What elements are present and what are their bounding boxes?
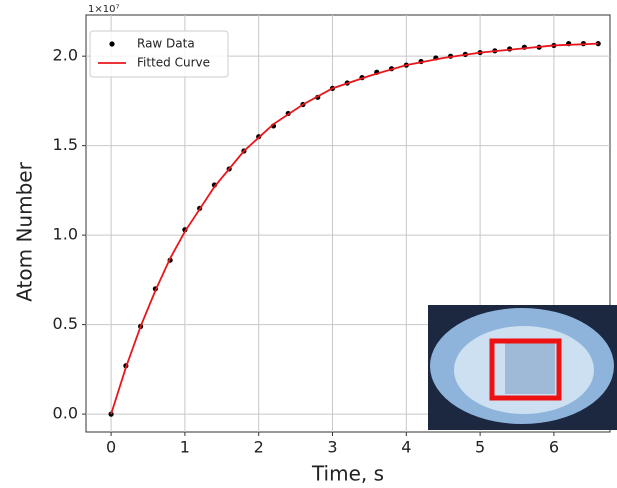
legend-marker bbox=[109, 41, 115, 47]
y-tick-label: 0.5 bbox=[53, 314, 78, 333]
x-axis-label: Time, s bbox=[311, 462, 384, 486]
inset-highlight bbox=[489, 338, 562, 401]
plot-frame bbox=[85, 14, 611, 433]
y-tick-label: 0.0 bbox=[53, 404, 78, 423]
x-tick-label: 3 bbox=[327, 438, 337, 457]
legend: Raw Data Fitted Curve bbox=[89, 30, 229, 78]
offset-label: 1×10⁷ bbox=[88, 4, 119, 15]
x-tick-label: 4 bbox=[401, 438, 411, 457]
inset-chamber bbox=[505, 342, 555, 394]
inset-photo bbox=[428, 305, 617, 430]
x-tick-label: 6 bbox=[549, 438, 559, 457]
y-axis-label: Atom Number bbox=[13, 161, 37, 301]
y-tick-label: 2.0 bbox=[53, 46, 78, 65]
legend-label: Fitted Curve bbox=[137, 56, 210, 70]
y-tick-label: 1.0 bbox=[53, 225, 78, 244]
fitted-line bbox=[110, 42, 599, 415]
x-tick-label: 2 bbox=[254, 438, 264, 457]
x-tick-label: 0 bbox=[106, 438, 116, 457]
y-tick-label: 1.5 bbox=[53, 135, 78, 154]
x-tick-label: 5 bbox=[475, 438, 485, 457]
x-tick-label: 1 bbox=[180, 438, 190, 457]
legend-box bbox=[89, 30, 229, 78]
marks bbox=[108, 41, 601, 417]
legend-label: Raw Data bbox=[137, 37, 195, 51]
